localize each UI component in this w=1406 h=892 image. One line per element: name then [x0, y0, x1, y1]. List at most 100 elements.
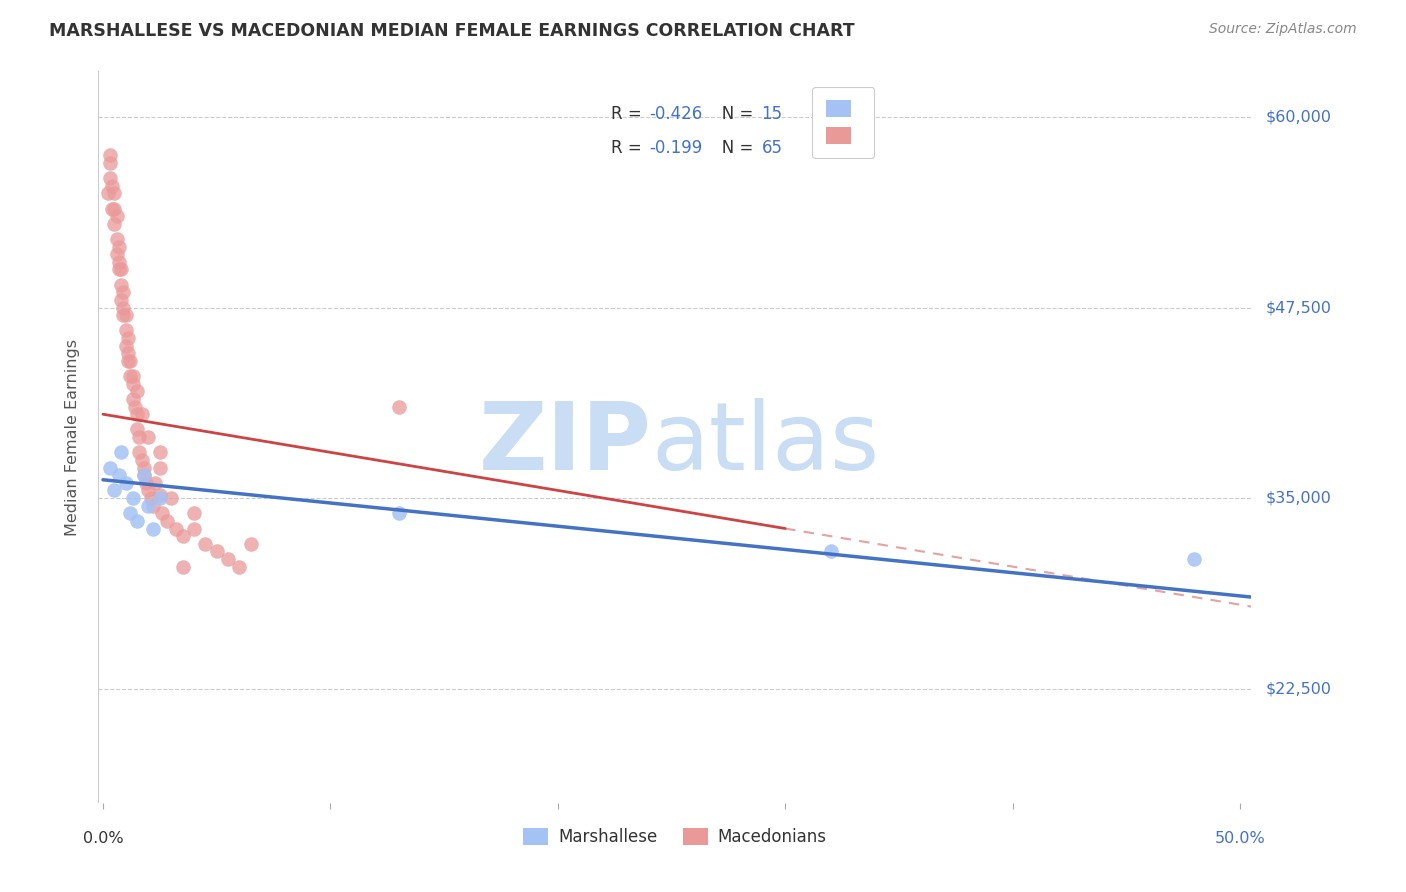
Point	[150, 506, 173, 520]
Text: $60,000: $60,000	[1265, 110, 1331, 125]
Point	[121, 376, 143, 391]
Point	[112, 301, 135, 315]
Point	[125, 514, 148, 528]
Text: R =: R =	[612, 104, 648, 123]
Point	[98, 460, 121, 475]
Point	[110, 262, 132, 277]
Point	[103, 483, 125, 498]
Point	[132, 468, 155, 483]
Point	[103, 186, 125, 201]
Point	[131, 453, 153, 467]
Point	[172, 529, 194, 543]
Point	[387, 400, 409, 414]
Text: ZIP: ZIP	[479, 399, 652, 491]
Point	[108, 468, 131, 483]
Point	[138, 430, 160, 444]
Point	[138, 499, 160, 513]
Point	[142, 499, 165, 513]
Text: MARSHALLESE VS MACEDONIAN MEDIAN FEMALE EARNINGS CORRELATION CHART: MARSHALLESE VS MACEDONIAN MEDIAN FEMALE …	[49, 22, 855, 40]
Point	[387, 506, 409, 520]
Point	[149, 491, 172, 505]
Text: N =: N =	[706, 139, 758, 157]
Point	[156, 514, 179, 528]
Point	[117, 331, 139, 345]
Text: $35,000: $35,000	[1265, 491, 1331, 506]
Point	[120, 354, 142, 368]
Point	[128, 445, 150, 459]
Point	[120, 369, 142, 384]
Point	[183, 506, 205, 520]
Point	[112, 285, 135, 300]
Point	[138, 483, 160, 498]
Point	[149, 460, 172, 475]
Point	[205, 544, 228, 558]
Point	[125, 422, 148, 436]
Point	[105, 232, 128, 246]
Point	[143, 475, 166, 490]
Point	[172, 559, 194, 574]
Point	[165, 521, 187, 535]
Point	[149, 488, 172, 502]
Point	[217, 552, 239, 566]
Point	[125, 384, 148, 399]
Text: R =: R =	[612, 139, 648, 157]
Text: -0.199: -0.199	[650, 139, 703, 157]
Point	[98, 148, 121, 162]
Text: $22,500: $22,500	[1265, 681, 1331, 696]
Point	[117, 346, 139, 360]
Point	[101, 178, 124, 193]
Text: 50.0%: 50.0%	[1215, 830, 1265, 846]
Point	[139, 491, 162, 505]
Text: 65: 65	[762, 139, 783, 157]
Point	[105, 247, 128, 261]
Point	[98, 155, 121, 169]
Point	[110, 445, 132, 459]
Text: N =: N =	[706, 104, 758, 123]
Point	[98, 171, 121, 186]
Point	[194, 537, 217, 551]
Point	[228, 559, 250, 574]
Point	[105, 209, 128, 223]
Y-axis label: Median Female Earnings: Median Female Earnings	[65, 339, 80, 535]
Point	[142, 521, 165, 535]
Point	[132, 460, 155, 475]
Point	[135, 475, 157, 490]
Point	[121, 369, 143, 384]
Point	[96, 186, 118, 201]
Point	[160, 491, 183, 505]
Point	[131, 407, 153, 421]
Text: 0.0%: 0.0%	[83, 830, 124, 846]
Point	[114, 339, 136, 353]
Point	[132, 468, 155, 483]
Point	[149, 445, 172, 459]
Point	[117, 354, 139, 368]
Text: -0.426: -0.426	[650, 104, 703, 123]
Point	[1184, 552, 1206, 566]
Point	[183, 521, 205, 535]
Text: 15: 15	[762, 104, 783, 123]
Point	[124, 400, 146, 414]
Point	[108, 239, 131, 253]
Point	[112, 308, 135, 322]
Legend: Marshallese, Macedonians: Marshallese, Macedonians	[516, 822, 834, 853]
Point	[108, 255, 131, 269]
Point	[820, 544, 842, 558]
Point	[114, 475, 136, 490]
Point	[110, 293, 132, 307]
Point	[114, 308, 136, 322]
Text: Source: ZipAtlas.com: Source: ZipAtlas.com	[1209, 22, 1357, 37]
Point	[128, 430, 150, 444]
Point	[101, 202, 124, 216]
Point	[121, 491, 143, 505]
Text: $47,500: $47,500	[1265, 300, 1331, 315]
Point	[108, 262, 131, 277]
Point	[125, 407, 148, 421]
Point	[103, 202, 125, 216]
Text: atlas: atlas	[652, 399, 880, 491]
Point	[239, 537, 262, 551]
Point	[120, 506, 142, 520]
Point	[121, 392, 143, 406]
Point	[114, 323, 136, 337]
Point	[110, 277, 132, 292]
Point	[103, 217, 125, 231]
